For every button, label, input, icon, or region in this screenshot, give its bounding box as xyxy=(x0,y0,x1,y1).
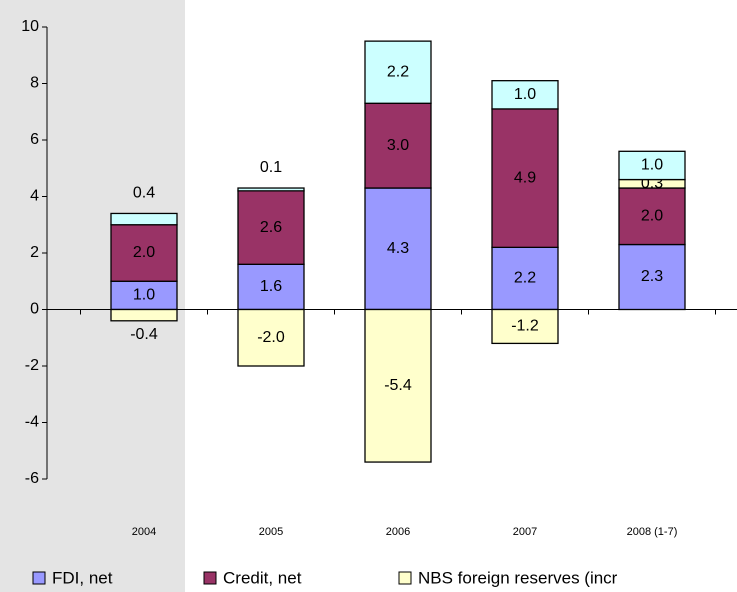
data-label: 2.6 xyxy=(260,219,282,236)
x-tick-label: 2007 xyxy=(513,526,537,538)
bar-segment xyxy=(364,102,432,189)
y-tick-label: 2 xyxy=(30,244,39,261)
data-label: -2.0 xyxy=(257,329,285,346)
y-tick-label: 10 xyxy=(21,18,39,35)
bar-segment xyxy=(618,243,686,311)
data-label: 2.3 xyxy=(641,268,663,285)
bar-segment xyxy=(110,212,178,226)
legend-swatch xyxy=(203,571,217,585)
y-tick-label: -6 xyxy=(25,470,39,487)
bar-segment xyxy=(364,40,432,104)
y-tick-label: 6 xyxy=(30,131,39,148)
data-label: 2.0 xyxy=(133,244,155,261)
legend-label: FDI, net xyxy=(52,568,113,587)
y-tick-label: -2 xyxy=(25,357,39,374)
data-label: 3.0 xyxy=(387,137,409,154)
y-tick-label: 8 xyxy=(30,75,39,92)
data-label: 2.0 xyxy=(641,207,663,224)
data-label: 4.9 xyxy=(514,169,536,186)
data-label: -0.4 xyxy=(130,326,158,343)
x-tick-label: 2005 xyxy=(259,526,283,538)
bar-segment xyxy=(491,108,559,249)
x-tick-label: 2006 xyxy=(386,526,410,538)
data-label: 1.0 xyxy=(514,86,536,103)
bar-segment xyxy=(110,308,178,322)
bar-segment xyxy=(618,150,686,181)
bar-segment xyxy=(618,187,686,246)
data-label: 1.0 xyxy=(641,157,663,174)
data-label: -5.4 xyxy=(384,377,412,394)
data-label: 0.1 xyxy=(260,159,282,176)
data-label: 1.0 xyxy=(133,287,155,304)
legend-swatch xyxy=(398,571,412,585)
y-tick-label: -4 xyxy=(25,414,39,431)
bar-segment xyxy=(237,190,305,265)
data-label: 1.6 xyxy=(260,278,282,295)
x-tick-label: 2008 (1-7) xyxy=(627,526,678,538)
bar-segment xyxy=(237,263,305,311)
data-label: -1.2 xyxy=(511,318,539,335)
x-tick-label: 2004 xyxy=(132,526,156,538)
data-label: 0.4 xyxy=(133,185,155,202)
bar-segment xyxy=(110,224,178,282)
bar-segment xyxy=(237,187,305,192)
data-label: 4.3 xyxy=(387,240,409,257)
y-tick-label: 0 xyxy=(30,301,39,318)
bar-segment xyxy=(491,308,559,345)
data-label: 2.2 xyxy=(387,63,409,80)
bar-segment xyxy=(364,308,432,463)
bar-segment xyxy=(237,308,305,367)
legend-label: NBS foreign reserves (incr xyxy=(418,568,618,587)
legend-swatch xyxy=(32,571,46,585)
data-label: 2.2 xyxy=(514,270,536,287)
y-tick-label: 4 xyxy=(30,188,39,205)
bar-segment xyxy=(491,246,559,311)
legend-label: Credit, net xyxy=(223,568,302,587)
bar-segment xyxy=(491,80,559,110)
